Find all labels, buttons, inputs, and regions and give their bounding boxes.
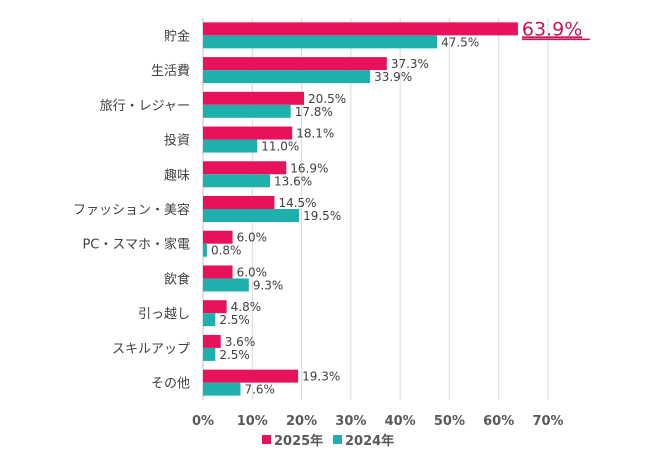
bar-2025 bbox=[203, 334, 221, 348]
bar-2024 bbox=[203, 382, 241, 396]
category-label: 生活費 bbox=[151, 64, 190, 79]
data-label: 18.1% bbox=[296, 127, 334, 141]
category-label: 旅行・レジャー bbox=[100, 99, 190, 114]
bar-2024 bbox=[203, 347, 216, 361]
data-label: 2.5% bbox=[219, 313, 250, 327]
category-label: ファッション・美容 bbox=[73, 202, 190, 218]
legend-swatch-2025 bbox=[262, 435, 271, 444]
x-tick-label: 30% bbox=[335, 414, 366, 429]
data-label: 14.5% bbox=[278, 196, 316, 210]
bar-2025 bbox=[203, 196, 275, 209]
bar-2024 bbox=[203, 313, 216, 327]
category-label: 貯金 bbox=[164, 28, 190, 44]
x-tick-label: 20% bbox=[286, 414, 317, 429]
data-label: 33.9% bbox=[374, 70, 412, 84]
data-label-highlight: 63.9% bbox=[522, 18, 582, 40]
data-label: 20.5% bbox=[308, 92, 346, 106]
data-label: 19.3% bbox=[302, 370, 340, 384]
category-label: PC・スマホ・家電 bbox=[82, 237, 190, 253]
legend-swatch-2024 bbox=[333, 435, 342, 444]
bar-2024 bbox=[203, 70, 371, 84]
bar-2025 bbox=[203, 369, 299, 383]
data-label: 9.3% bbox=[253, 278, 283, 292]
x-tick-label: 60% bbox=[483, 414, 514, 429]
x-tick-label: 50% bbox=[434, 414, 465, 429]
category-label: 飲食 bbox=[164, 271, 190, 287]
data-label: 3.6% bbox=[225, 335, 256, 349]
bar-2025 bbox=[203, 57, 387, 71]
bar-2025 bbox=[203, 22, 518, 36]
bar-2024 bbox=[203, 243, 207, 257]
data-label: 6.0% bbox=[237, 265, 267, 279]
data-label: 2.5% bbox=[219, 348, 250, 362]
bar-2025 bbox=[203, 230, 233, 244]
data-label: 17.8% bbox=[295, 105, 333, 119]
bar-2025 bbox=[203, 161, 287, 175]
data-label: 13.6% bbox=[274, 174, 312, 188]
category-label: 引っ越し bbox=[138, 307, 190, 322]
bar-2024 bbox=[203, 209, 300, 222]
legend-label: 2025年 bbox=[274, 433, 323, 449]
data-label: 19.5% bbox=[303, 209, 341, 223]
category-label: その他 bbox=[151, 377, 190, 392]
data-label: 4.8% bbox=[231, 300, 262, 314]
x-tick-label: 0% bbox=[192, 414, 214, 429]
bar-2024 bbox=[203, 174, 271, 188]
bar-2025 bbox=[203, 91, 305, 105]
data-label: 47.5% bbox=[441, 35, 479, 49]
x-tick-label: 10% bbox=[237, 414, 268, 429]
bar-2024 bbox=[203, 278, 249, 292]
data-label: 6.0% bbox=[237, 231, 267, 245]
x-tick-label: 40% bbox=[385, 414, 416, 429]
bar-2025 bbox=[203, 265, 233, 279]
category-label: 投資 bbox=[164, 133, 190, 149]
category-label: スキルアップ bbox=[112, 342, 190, 357]
data-label: 16.9% bbox=[290, 161, 328, 175]
bar-2024 bbox=[203, 104, 291, 118]
data-label: 7.6% bbox=[244, 383, 275, 397]
legend-label: 2024年 bbox=[345, 433, 394, 449]
category-label: 趣味 bbox=[164, 168, 190, 183]
bar-2025 bbox=[203, 300, 227, 314]
bar-2025 bbox=[203, 126, 293, 140]
bar-2024 bbox=[203, 35, 438, 49]
data-label: 11.0% bbox=[261, 140, 299, 154]
data-label: 0.8% bbox=[211, 244, 242, 258]
x-tick-label: 70% bbox=[532, 414, 563, 429]
bar-2024 bbox=[203, 139, 258, 153]
data-label: 37.3% bbox=[391, 57, 429, 71]
